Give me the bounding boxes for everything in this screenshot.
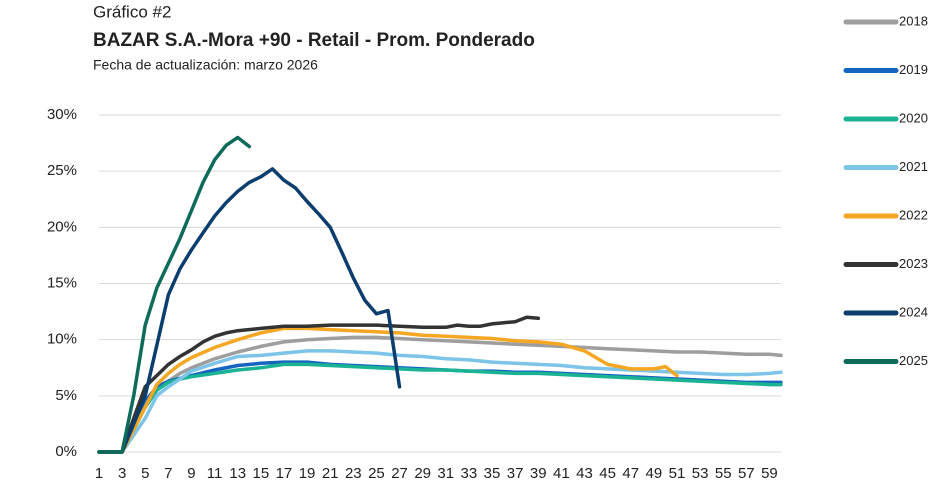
y-tick-label: 30%	[47, 106, 77, 123]
x-tick-label: 43	[576, 465, 593, 482]
legend-label: 2022	[899, 207, 928, 222]
x-tick-label: 53	[692, 465, 709, 482]
x-tick-label: 19	[299, 465, 316, 482]
x-tick-label: 35	[484, 465, 501, 482]
x-tick-label: 55	[715, 465, 732, 482]
x-tick-label: 33	[461, 465, 478, 482]
y-tick-label: 15%	[47, 274, 77, 291]
y-tick-label: 10%	[47, 331, 77, 348]
chart-title: BAZAR S.A.-Mora +90 - Retail - Prom. Pon…	[93, 30, 535, 51]
x-tick-label: 51	[669, 465, 686, 482]
x-tick-label: 13	[229, 465, 246, 482]
x-tick-label: 45	[599, 465, 616, 482]
x-tick-label: 15	[252, 465, 269, 482]
series-line	[97, 349, 783, 454]
series-line	[97, 315, 541, 454]
x-tick-label: 21	[322, 465, 339, 482]
x-tick-label: 9	[187, 465, 195, 482]
x-tick-label: 37	[507, 465, 524, 482]
legend-label: 2021	[899, 159, 928, 174]
legend-label: 2024	[899, 304, 928, 319]
x-tick-label: 47	[622, 465, 639, 482]
x-tick-label: 39	[530, 465, 547, 482]
y-tick-label: 5%	[55, 387, 77, 404]
x-tick-label: 25	[368, 465, 385, 482]
x-tick-label: 59	[761, 465, 778, 482]
legend-label: 2023	[899, 256, 928, 271]
y-tick-label: 0%	[55, 443, 77, 460]
x-tick-label: 5	[141, 465, 149, 482]
legend-label: 2020	[899, 110, 928, 125]
x-tick-label: 23	[345, 465, 362, 482]
x-tick-label: 27	[391, 465, 408, 482]
x-tick-label: 11	[207, 465, 223, 482]
x-tick-label: 17	[276, 465, 293, 482]
legend-label: 2025	[899, 353, 928, 368]
series-line	[97, 135, 252, 454]
chart-subtitle: Fecha de actualización: marzo 2026	[93, 57, 318, 73]
series-line	[97, 167, 402, 454]
y-tick-label: 20%	[47, 218, 77, 235]
x-tick-label: 41	[553, 465, 570, 482]
x-tick-label: 31	[437, 465, 454, 482]
chart-pretitle: Gráfico #2	[93, 2, 171, 21]
x-tick-label: 3	[118, 465, 126, 482]
legend-label: 2019	[899, 62, 928, 77]
series-line	[97, 362, 783, 454]
x-tick-label: 29	[414, 465, 431, 482]
x-tick-label: 49	[646, 465, 663, 482]
legend-label: 2018	[899, 13, 928, 28]
x-tick-label: 7	[164, 465, 172, 482]
x-tick-label: 1	[95, 465, 103, 482]
series-line	[97, 326, 679, 454]
y-tick-label: 25%	[47, 162, 77, 179]
x-tick-label: 57	[738, 465, 755, 482]
